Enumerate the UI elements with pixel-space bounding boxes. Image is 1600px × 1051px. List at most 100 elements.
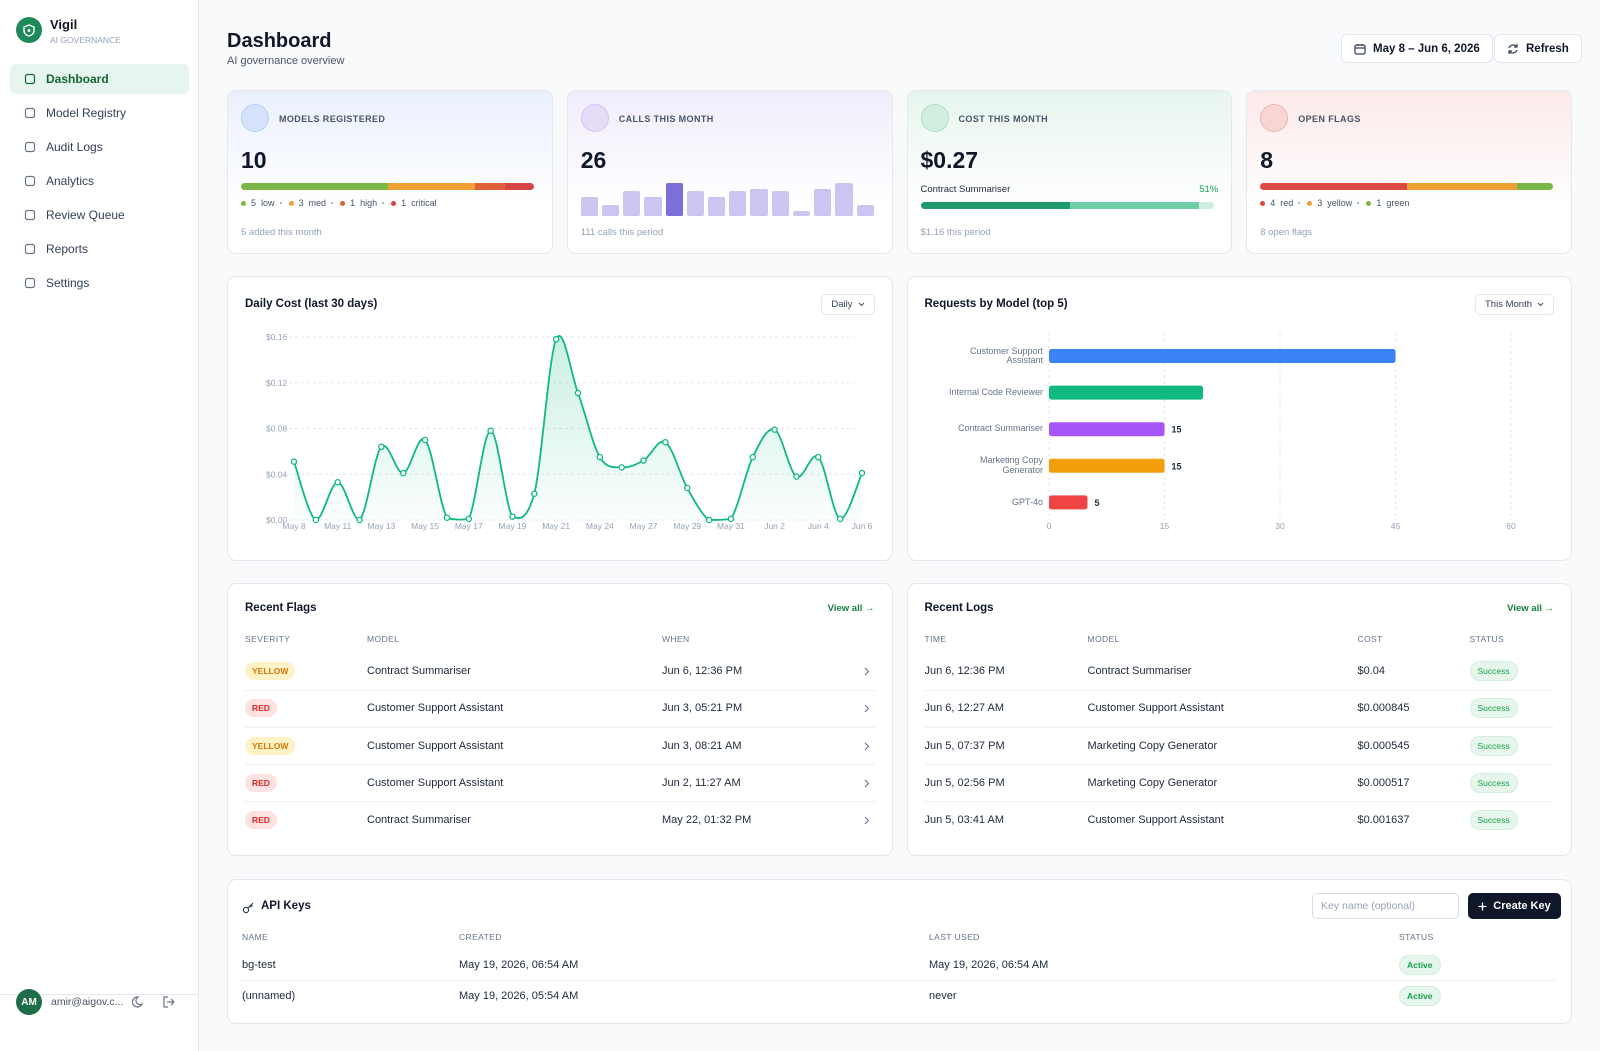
stat-footer: 8 open flags [1260,227,1313,238]
nav-item[interactable]: Review Queue [10,200,189,230]
refresh-button[interactable]: Refresh [1494,34,1582,63]
status-badge: Success [1469,735,1518,756]
category-label-box: Marketing Copy Generator [979,455,1043,475]
cell: Customer Support Assistant [367,702,504,715]
point [399,469,407,477]
stat-value: 26 [580,147,607,173]
share-label: 51% [1199,184,1219,195]
cell: Jun 6, 12:36 PM [924,665,1005,677]
nav-icon-shape [24,243,36,255]
column-header: STATUS [1469,634,1505,644]
chart-title: Requests by Model (top 5) [924,298,1068,310]
nav-label: Model Registry [46,106,127,120]
row-chevron[interactable] [864,816,870,825]
cell: $0.04 [1357,665,1386,677]
stat-label: COST THIS MONTH [958,114,1048,124]
legend-separator [279,202,282,204]
chevron-shape [864,667,869,676]
cell: (unnamed) [242,989,296,1002]
logout[interactable] [162,995,176,1009]
table-card: Recent Flags View all → SEVERITY MODEL WHEN Y… [227,583,893,856]
legend-dot [1307,200,1313,206]
stat-value: $0.27 [920,147,979,173]
x-tick-label: 60 [1506,521,1516,531]
x-tick-label: May 21 [542,521,570,531]
avatar[interactable]: AM [16,989,42,1015]
row-chevron[interactable] [864,667,870,676]
column-header: NAME [242,932,269,942]
logo-icon [23,23,35,37]
cell: Customer Support Assistant [367,739,504,752]
column-header: MODEL [1087,634,1120,644]
nav-icon [24,277,36,289]
row-separator [924,726,1554,728]
nav-icon [24,107,36,119]
nav-item[interactable]: Dashboard [10,64,189,94]
refresh-icon [1508,43,1518,54]
cell: Jun 6, 12:27 AM [924,702,1005,715]
row-separator [242,980,1557,981]
chart-control-text: Daily [831,299,853,310]
row-separator [245,801,875,803]
date-range[interactable]: May 8 – Jun 6, 2026 [1341,34,1493,63]
segment [475,183,505,190]
y-tick-label: Marketing Copy Generator [979,455,1043,475]
cell: Jun 6, 12:36 PM [662,665,743,677]
y-tick-label: $0.08 [266,424,288,434]
cell: $0.000545 [1357,739,1410,752]
theme-toggle[interactable] [132,995,146,1009]
chart-control[interactable]: This Month [1475,294,1554,315]
cell: May 19, 2026, 05:54 AM [459,989,579,1002]
category-label-box: GPT-4o [1011,497,1042,507]
cell: Contract Summariser [367,814,471,827]
column-header: TIME [924,634,947,644]
spark-bar [729,191,747,216]
row-separator [924,764,1554,766]
nav-item[interactable]: Model Registry [10,98,189,128]
chart-card: Requests by Model (top 5) This Month 0 15 30… [906,276,1572,561]
x-tick-label: May 27 [630,521,658,531]
nav-item[interactable]: Audit Logs [10,132,189,162]
stat-footer: $1.16 this period [920,227,991,238]
legend-count: 5 [251,198,257,208]
stat-icon [580,104,609,132]
share-rest [1069,202,1199,209]
point [727,515,735,523]
nav-icon-shape [24,175,36,187]
chevron-shape [858,302,864,307]
legend-dot [288,200,294,206]
chart-control[interactable]: Daily [821,294,875,315]
status-badge: Success [1469,661,1518,681]
view-all[interactable]: View all → [827,603,875,614]
nav-item[interactable]: Settings [10,268,189,298]
create-key-button[interactable]: Create Key [1468,893,1561,919]
row-chevron[interactable] [864,704,870,713]
nav-icon-shape [24,107,36,119]
legend-label: green [1386,198,1410,208]
nav-item[interactable]: Reports [10,234,189,264]
y-tick-label: Internal Code Reviewer [948,386,1043,397]
legend-count: 4 [1270,198,1276,208]
row-chevron[interactable] [864,779,870,788]
point [443,514,451,521]
point [618,464,625,471]
nav-icon [24,209,36,221]
nav-item[interactable]: Analytics [10,166,189,196]
logo [16,17,42,43]
row-chevron[interactable] [864,742,870,751]
divider [0,994,198,995]
x-tick-label: May 8 [282,521,305,531]
api-keys-card: API Keys Key name (optional) Create Key NAM… [227,879,1572,1024]
status-badge: Success [1469,772,1518,793]
user-email: amir@aigov.c... [51,996,124,1008]
cell: $0.001637 [1357,814,1410,827]
row-separator [924,689,1554,691]
refresh-text: Refresh [1526,42,1569,55]
cell: May 19, 2026, 06:54 AM [459,959,579,971]
y-tick-label: $0.00 [266,515,288,525]
view-all[interactable]: View all → [1507,603,1554,614]
key-name-input[interactable]: Key name (optional) [1312,893,1459,919]
point [858,469,866,477]
stat-icon [241,104,269,132]
